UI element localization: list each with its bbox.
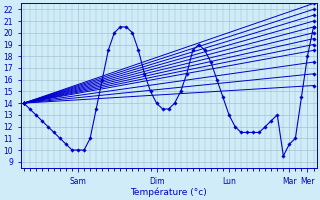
X-axis label: Température (°c): Température (°c) (130, 187, 207, 197)
